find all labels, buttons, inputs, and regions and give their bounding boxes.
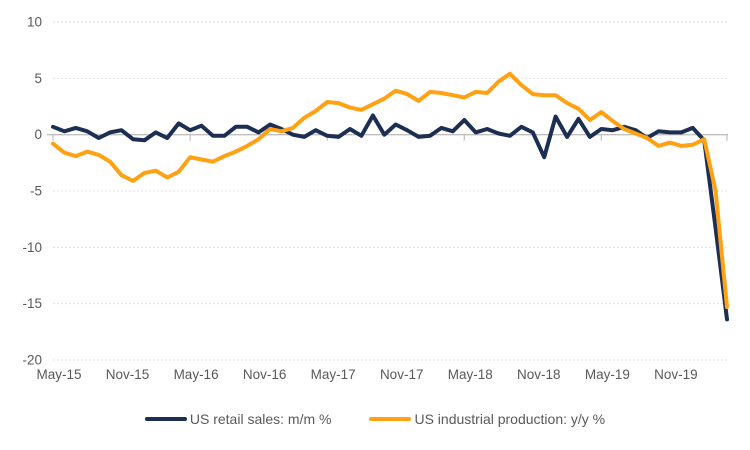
- y-tick-label: 10: [27, 15, 42, 30]
- retail-sales-line: [51, 113, 729, 322]
- industrial-production-line: [51, 71, 729, 309]
- y-tick-label: -20: [22, 353, 42, 368]
- x-tick-label: May-15: [36, 367, 81, 382]
- x-tick-label: May-17: [311, 367, 356, 382]
- x-tick-label: Nov-17: [380, 367, 424, 382]
- y-tick-label: 5: [34, 71, 42, 86]
- x-tick-label: Nov-19: [654, 367, 698, 382]
- x-tick-label: May-19: [585, 367, 630, 382]
- y-tick-label: -15: [22, 296, 42, 311]
- legend-item-industrial-production: US industrial production: y/y %: [369, 411, 605, 427]
- y-tick-label: -10: [22, 240, 42, 255]
- chart-legend: US retail sales: m/m % US industrial pro…: [0, 406, 750, 432]
- x-tick-label: Nov-18: [517, 367, 561, 382]
- industrial-production-line-swatch: [369, 416, 412, 422]
- x-tick-label: May-18: [448, 367, 493, 382]
- y-tick-label: -5: [30, 184, 42, 199]
- x-tick-label: Nov-15: [106, 367, 150, 382]
- y-tick-label: 0: [34, 127, 42, 142]
- legend-label-retail-sales: US retail sales: m/m %: [189, 411, 332, 427]
- x-tick-label: Nov-16: [243, 367, 287, 382]
- x-tick-label: May-16: [174, 367, 219, 382]
- legend-item-retail-sales: US retail sales: m/m %: [144, 411, 332, 427]
- legend-label-industrial-production: US industrial production: y/y %: [414, 411, 606, 427]
- retail-sales-line-swatch: [144, 416, 187, 422]
